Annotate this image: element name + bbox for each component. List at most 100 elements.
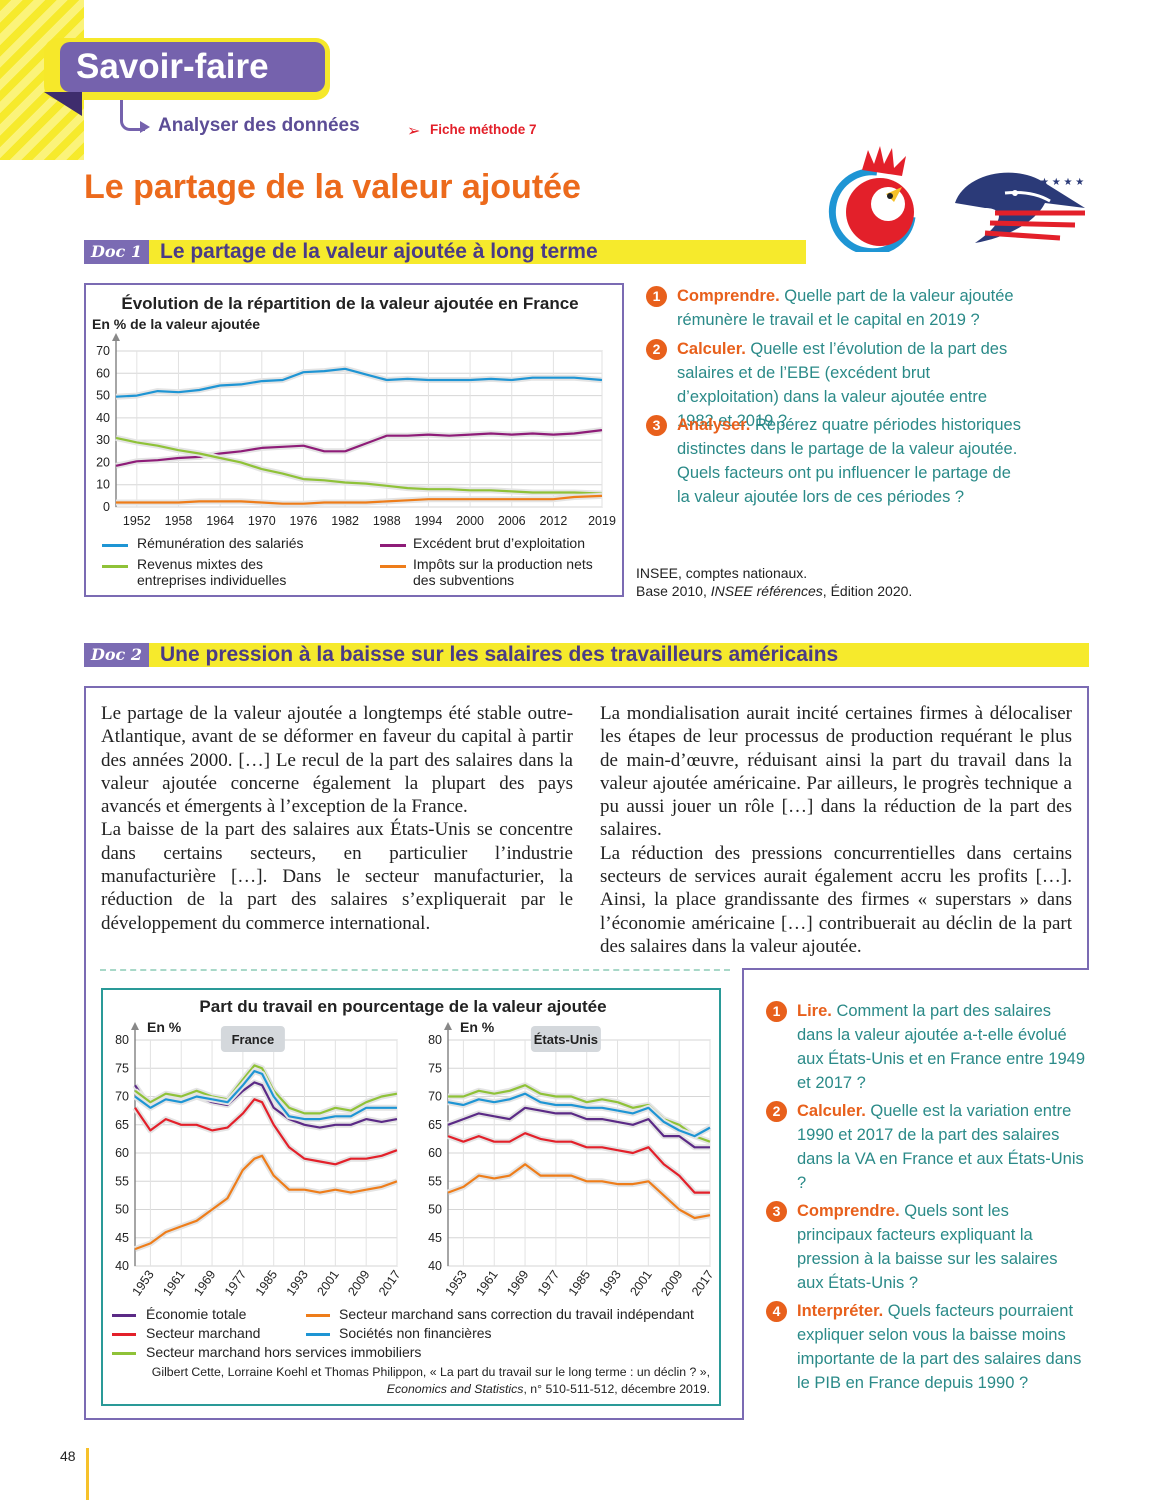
x-tick-label: 1952: [123, 514, 151, 528]
x-tick-label: 1969: [191, 1268, 218, 1299]
series-line: [115, 429, 603, 467]
x-tick-label: 2009: [658, 1268, 685, 1299]
question-body: Comment la part des salaires dans la val…: [797, 1002, 1085, 1092]
y-tick-label: 60: [96, 366, 110, 380]
x-tick-label: 2000: [456, 514, 484, 528]
x-tick-label: 2001: [627, 1268, 654, 1299]
y-tick-label: 55: [428, 1174, 442, 1188]
doc2-text-col2: La mondialisation aurait incité certaine…: [600, 702, 1072, 958]
y-tick-label: 50: [96, 389, 110, 403]
source-line: Gilbert Cette, Lorraine Koehl et Thomas …: [151, 1365, 710, 1379]
x-tick-label: 2017: [376, 1268, 403, 1299]
legend-swatch: [102, 544, 128, 547]
y-tick-label: 45: [115, 1231, 129, 1245]
source-text: , Édition 2020.: [822, 583, 913, 599]
series-line: [447, 1092, 711, 1138]
doc2-line-charts: Part du travail en pourcentage de la val…: [115, 997, 716, 1299]
question-body: Quels sont les principaux facteurs expli…: [797, 1202, 1058, 1292]
doc2-text-col1: Le partage de la valeur ajoutée a longte…: [101, 702, 573, 935]
page-title: Le partage de la valeur ajoutée: [84, 168, 581, 206]
doc2-source: Gilbert Cette, Lorraine Koehl et Thomas …: [112, 1364, 710, 1398]
doc1-title: Le partage de la valeur ajoutée à long t…: [160, 240, 598, 263]
legend-swatch: [112, 1333, 136, 1336]
doc1-line-chart: Évolution de la répartition de la valeur…: [92, 294, 616, 528]
x-tick-label: 1982: [331, 514, 359, 528]
question-text: Calculer. Quelle est l’évolution de la p…: [677, 337, 1022, 433]
question-body: Quels facteurs pourraient expliquer selo…: [797, 1302, 1082, 1392]
series-line: [134, 1069, 397, 1121]
doc2-text-frame: [84, 686, 1089, 970]
question-text: Interpréter. Quels facteurs pourraient e…: [797, 1299, 1087, 1395]
source-publication: Economics and Statistics: [386, 1382, 524, 1396]
series-line: [116, 494, 603, 505]
doc1-title-bar: [84, 240, 806, 264]
doc1-source: INSEE, comptes nationaux. Base 2010, INS…: [636, 564, 912, 600]
question-keyword: Comprendre.: [677, 287, 780, 305]
question-number-badge: 2: [646, 339, 667, 360]
series-line: [134, 1064, 398, 1115]
x-tick-label: 1994: [415, 514, 443, 528]
y-tick-label: 10: [96, 478, 110, 492]
legend-label: Secteur marchand sans correction du trav…: [339, 1306, 694, 1322]
y-axis-label: En %: [460, 1019, 495, 1035]
method-link[interactable]: Fiche méthode 7: [430, 122, 537, 137]
question-number-badge: 1: [646, 286, 667, 307]
question-keyword: Calculer.: [677, 340, 746, 358]
question-keyword: Comprendre.: [797, 1202, 900, 1220]
y-tick-label: 40: [115, 1259, 129, 1273]
x-tick-label: 2019: [588, 514, 616, 528]
pointing-arrow-icon: ➢: [407, 123, 421, 140]
series-line: [115, 367, 603, 398]
subsection-label: Analyser des données: [158, 115, 360, 136]
source-publication: INSEE références: [710, 583, 823, 599]
y-tick-label: 50: [428, 1203, 442, 1217]
page-margin-mark: [86, 1448, 89, 1500]
panel-label: France: [232, 1032, 275, 1047]
question-keyword: Calculer.: [797, 1102, 866, 1120]
panel-label: États-Unis: [534, 1032, 598, 1047]
x-tick-label: 1961: [160, 1268, 187, 1299]
rooster-logo: [828, 146, 916, 252]
y-tick-label: 70: [96, 344, 110, 358]
y-tick-label: 75: [428, 1061, 442, 1075]
y-axis-arrow: [444, 1022, 452, 1030]
question-text: Calculer. Quelle est la variation entre …: [797, 1099, 1087, 1195]
question-body: Quelle part de la valeur ajoutée rémunèr…: [677, 287, 1014, 329]
question-number-badge: 4: [766, 1301, 787, 1322]
x-tick-label: 1976: [290, 514, 318, 528]
legend-swatch: [112, 1352, 136, 1355]
question-body: Quelle est l’évolution de la part des sa…: [677, 340, 1008, 430]
series-line: [115, 436, 603, 495]
question-number-badge: 3: [766, 1201, 787, 1222]
paragraph: La réduction des pressions concurrentiel…: [600, 842, 1072, 957]
doc2-tag: Doc 2: [84, 643, 149, 667]
x-tick-label: 1969: [504, 1268, 531, 1299]
x-tick-label: 1993: [284, 1268, 311, 1299]
question-text: Lire. Comment la part des salaires dans …: [797, 999, 1087, 1095]
x-tick-label: 1964: [206, 514, 234, 528]
paragraph: La baisse de la part des salaires aux Ét…: [101, 819, 573, 934]
legend-swatch: [112, 1314, 136, 1317]
question-body: Repérez quatre périodes historiques dist…: [677, 416, 1021, 506]
legend-label: Secteur marchand: [146, 1325, 261, 1341]
x-tick-label: 2009: [345, 1268, 372, 1299]
y-tick-label: 70: [115, 1090, 129, 1104]
question-text: Analyser. Repérez quatre périodes histor…: [677, 413, 1022, 509]
question-number-badge: 1: [766, 1001, 787, 1022]
svg-text:★ ★ ★ ★: ★ ★ ★ ★: [1040, 177, 1084, 188]
legend-label: Impôts sur la production nets des subven…: [413, 556, 593, 588]
y-tick-label: 55: [115, 1174, 129, 1188]
doc2-frame-edge: [742, 968, 744, 1420]
legend-label: Revenus mixtes des entreprises individue…: [137, 556, 287, 588]
paragraph: La mondialisation aurait incité certaine…: [600, 703, 1072, 841]
y-tick-label: 60: [428, 1146, 442, 1160]
legend-label: Secteur marchand hors services immobilie…: [146, 1344, 422, 1360]
series-line: [447, 1106, 710, 1149]
eagle-logo: ★ ★ ★ ★: [955, 172, 1085, 243]
dashed-divider: [100, 969, 730, 971]
legend-swatch: [380, 565, 406, 568]
y-tick-label: 45: [428, 1231, 442, 1245]
legend-label: Économie totale: [146, 1306, 247, 1322]
y-tick-label: 75: [115, 1061, 129, 1075]
y-tick-label: 65: [428, 1118, 442, 1132]
